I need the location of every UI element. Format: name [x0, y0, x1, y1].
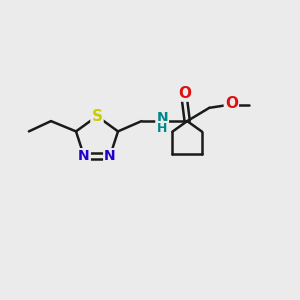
Text: N: N [156, 111, 168, 124]
Text: N: N [104, 149, 116, 163]
Text: S: S [92, 109, 103, 124]
Text: O: O [178, 85, 191, 100]
Text: N: N [78, 149, 90, 163]
Text: H: H [157, 122, 167, 135]
Text: O: O [225, 96, 238, 111]
